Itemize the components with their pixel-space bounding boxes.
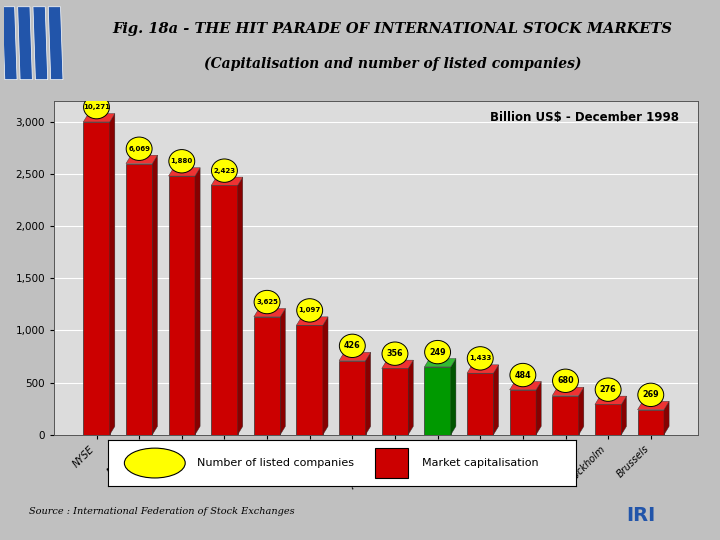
Polygon shape bbox=[84, 113, 115, 122]
Ellipse shape bbox=[254, 291, 280, 314]
Polygon shape bbox=[109, 113, 115, 435]
Ellipse shape bbox=[168, 150, 194, 173]
Text: 680: 680 bbox=[557, 376, 574, 385]
Polygon shape bbox=[18, 6, 32, 79]
Ellipse shape bbox=[382, 342, 408, 366]
Ellipse shape bbox=[212, 159, 238, 183]
Text: 276: 276 bbox=[600, 385, 616, 394]
Bar bbox=[595, 404, 621, 435]
Ellipse shape bbox=[595, 378, 621, 401]
Text: 2,423: 2,423 bbox=[213, 167, 235, 174]
Polygon shape bbox=[637, 401, 669, 410]
Polygon shape bbox=[254, 308, 285, 317]
Polygon shape bbox=[536, 382, 541, 435]
Polygon shape bbox=[339, 352, 371, 361]
Text: 1,433: 1,433 bbox=[469, 355, 492, 361]
Bar bbox=[126, 164, 153, 435]
Polygon shape bbox=[153, 155, 158, 435]
Polygon shape bbox=[2, 6, 17, 79]
Ellipse shape bbox=[84, 96, 109, 119]
Text: Fig. 18a - THE HIT PARADE OF INTERNATIONAL STOCK MARKETS: Fig. 18a - THE HIT PARADE OF INTERNATION… bbox=[112, 22, 672, 36]
Ellipse shape bbox=[552, 369, 578, 393]
Text: IRI: IRI bbox=[626, 506, 655, 525]
Polygon shape bbox=[48, 6, 63, 79]
Text: Market capitalisation: Market capitalisation bbox=[422, 458, 538, 468]
Polygon shape bbox=[664, 401, 669, 435]
Text: 6,069: 6,069 bbox=[128, 146, 150, 152]
Ellipse shape bbox=[638, 383, 664, 407]
Ellipse shape bbox=[297, 299, 323, 322]
Polygon shape bbox=[238, 177, 243, 435]
Bar bbox=[467, 373, 493, 435]
Polygon shape bbox=[211, 177, 243, 185]
Polygon shape bbox=[297, 317, 328, 325]
Bar bbox=[168, 176, 195, 435]
Text: 3,625: 3,625 bbox=[256, 299, 278, 305]
Ellipse shape bbox=[467, 347, 493, 370]
Polygon shape bbox=[280, 308, 285, 435]
Text: Number of listed companies: Number of listed companies bbox=[197, 458, 354, 468]
Text: 1,097: 1,097 bbox=[299, 307, 321, 313]
Bar bbox=[339, 361, 366, 435]
Text: 426: 426 bbox=[344, 341, 361, 350]
Text: Source : International Federation of Stock Exchanges: Source : International Federation of Sto… bbox=[29, 507, 294, 516]
Polygon shape bbox=[382, 360, 413, 368]
Ellipse shape bbox=[339, 334, 365, 357]
Text: Billion US$ - December 1998: Billion US$ - December 1998 bbox=[490, 111, 679, 124]
Bar bbox=[211, 185, 238, 435]
Ellipse shape bbox=[126, 137, 152, 160]
Bar bbox=[374, 448, 408, 478]
Polygon shape bbox=[510, 382, 541, 390]
Polygon shape bbox=[451, 359, 456, 435]
Polygon shape bbox=[408, 360, 413, 435]
Ellipse shape bbox=[125, 448, 185, 478]
Polygon shape bbox=[366, 352, 371, 435]
Bar bbox=[382, 368, 408, 435]
Polygon shape bbox=[621, 396, 626, 435]
Polygon shape bbox=[168, 168, 200, 176]
Bar bbox=[510, 390, 536, 435]
Polygon shape bbox=[126, 155, 158, 164]
Polygon shape bbox=[493, 365, 498, 435]
Ellipse shape bbox=[425, 340, 451, 364]
Bar bbox=[254, 317, 280, 435]
Polygon shape bbox=[467, 365, 498, 373]
Polygon shape bbox=[424, 359, 456, 367]
Polygon shape bbox=[579, 387, 584, 435]
Polygon shape bbox=[552, 387, 584, 396]
Bar bbox=[637, 410, 664, 435]
Text: 269: 269 bbox=[642, 390, 659, 400]
Text: 356: 356 bbox=[387, 349, 403, 358]
Text: 1,880: 1,880 bbox=[171, 158, 193, 164]
Ellipse shape bbox=[510, 363, 536, 387]
Text: 10,271: 10,271 bbox=[83, 104, 110, 110]
Bar bbox=[84, 122, 109, 435]
Text: 249: 249 bbox=[429, 348, 446, 356]
Text: 484: 484 bbox=[515, 370, 531, 380]
Bar bbox=[552, 396, 579, 435]
Bar bbox=[424, 367, 451, 435]
Text: (Capitalisation and number of listed companies): (Capitalisation and number of listed com… bbox=[204, 57, 581, 71]
Polygon shape bbox=[323, 317, 328, 435]
Polygon shape bbox=[595, 396, 626, 404]
Bar bbox=[297, 325, 323, 435]
Polygon shape bbox=[33, 6, 48, 79]
Polygon shape bbox=[195, 168, 200, 435]
